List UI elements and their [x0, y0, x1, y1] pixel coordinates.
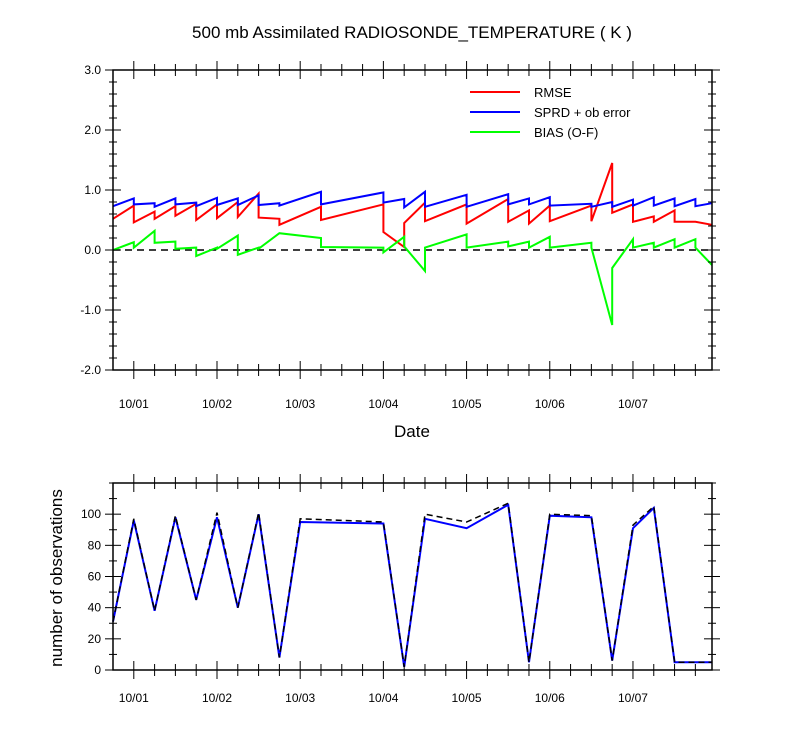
y-tick-label: 3.0 — [84, 63, 101, 77]
x-tick-label: 10/04 — [368, 691, 398, 705]
chart-title: 500 mb Assimilated RADIOSONDE_TEMPERATUR… — [192, 23, 632, 42]
y-tick-label: 80 — [88, 538, 102, 552]
y-axis-title: number of observations — [47, 489, 66, 667]
x-tick-label: 10/02 — [202, 691, 232, 705]
x-tick-label: 10/07 — [618, 397, 648, 411]
y-tick-label: 0.0 — [84, 243, 101, 257]
x-tick-label: 10/06 — [535, 397, 565, 411]
x-tick-label: 10/07 — [618, 691, 648, 705]
bottom-series-layer — [112, 502, 712, 668]
x-tick-label: 10/03 — [285, 397, 315, 411]
legend-label-rmse: RMSE — [534, 85, 572, 100]
x-tick-label: 10/05 — [452, 691, 482, 705]
y-tick-label: -2.0 — [80, 363, 101, 377]
x-tick-label: 10/03 — [285, 691, 315, 705]
y-tick-label: 2.0 — [84, 123, 101, 137]
top-series-layer — [112, 162, 713, 326]
y-tick-label: 20 — [88, 632, 102, 646]
x-tick-label: 10/04 — [368, 397, 398, 411]
y-tick-label: 60 — [88, 570, 102, 584]
series-line-assimilated — [112, 503, 712, 668]
series-line-rmse — [112, 162, 713, 249]
series-line-possible — [112, 502, 712, 668]
top-axes-layer: -2.0 -1.0 0.0 1.0 2.0 3.0 10/01 10/02 10/03 10/04… — [80, 61, 720, 411]
x-axis-title: Date — [394, 422, 430, 441]
legend-label-bias-o-f: BIAS (O-F) — [534, 125, 598, 140]
legend: RMSE SPRD + ob error BIAS (O-F) — [470, 85, 631, 140]
series-line-bias-o-f — [112, 228, 713, 326]
y-tick-label: -1.0 — [80, 303, 101, 317]
x-tick-label: 10/06 — [535, 691, 565, 705]
legend-label-sprd-ob-error: SPRD + ob error — [534, 105, 631, 120]
series-line-sprd-ob-error — [112, 189, 713, 210]
y-tick-label: 40 — [88, 601, 102, 615]
plot-frame — [112, 69, 713, 371]
bottom-axes-layer: 0 20 40 60 80 100 10/01 10/02 10/03 10/04 10/05 10/… — [81, 474, 720, 705]
x-tick-label: 10/01 — [119, 397, 149, 411]
y-tick-label: 0 — [94, 663, 101, 677]
x-tick-label: 10/05 — [452, 397, 482, 411]
y-tick-label: 100 — [81, 507, 101, 521]
x-tick-label: 10/02 — [202, 397, 232, 411]
x-tick-label: 10/01 — [119, 691, 149, 705]
y-tick-label: 1.0 — [84, 183, 101, 197]
